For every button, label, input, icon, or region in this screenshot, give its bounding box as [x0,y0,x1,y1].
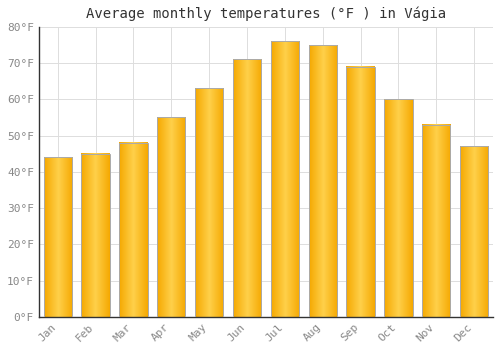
Bar [422,125,450,317]
Bar [44,157,72,317]
Bar [460,146,488,317]
Bar [346,66,375,317]
Bar [119,143,148,317]
Bar [233,60,261,317]
Bar [82,154,110,317]
Bar [308,45,337,317]
Bar [157,117,186,317]
Title: Average monthly temperatures (°F ) in Vágia: Average monthly temperatures (°F ) in Vá… [86,7,446,21]
Bar [384,99,412,317]
Bar [270,41,299,317]
Bar [195,89,224,317]
